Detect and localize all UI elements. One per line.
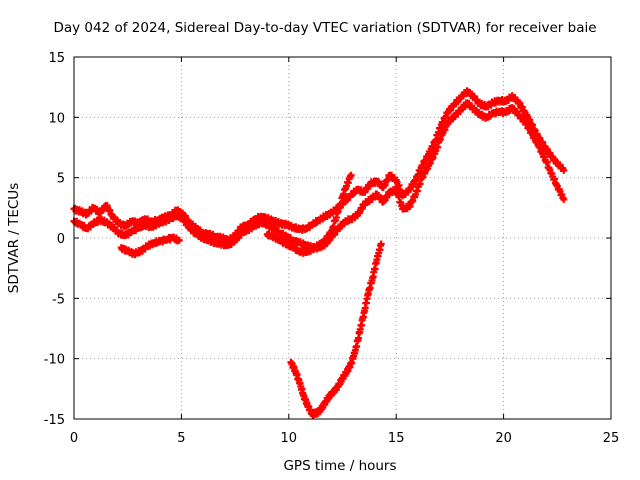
- data-point: [560, 195, 568, 203]
- data-point: [175, 236, 183, 244]
- series-track-d: [263, 171, 355, 257]
- series-track-c: [117, 233, 183, 259]
- axis-ticks: 0 5 10 15 20 25 -15 -10 -5 0 5 10 15: [44, 51, 620, 446]
- series-track-e: [287, 240, 385, 419]
- y-tick-label: 5: [57, 172, 65, 187]
- series-track-b: [70, 99, 568, 253]
- x-tick-label: 20: [495, 431, 512, 446]
- y-axis-label: SDTVAR / TECUs: [6, 183, 22, 293]
- x-tick-label: 0: [70, 431, 78, 446]
- y-tick-label: -5: [52, 292, 65, 307]
- y-tick-label: 0: [57, 232, 65, 247]
- x-tick-label: 5: [177, 431, 185, 446]
- data-point: [377, 240, 385, 248]
- y-tick-label: -15: [44, 413, 65, 428]
- x-tick-label: 10: [281, 431, 298, 446]
- x-tick-label: 25: [603, 431, 620, 446]
- y-tick-label: 15: [48, 51, 65, 66]
- x-axis-label: GPS time / hours: [283, 458, 396, 474]
- data-point: [347, 171, 355, 179]
- chart-title: Day 042 of 2024, Sidereal Day-to-day VTE…: [53, 20, 596, 36]
- data-point: [560, 166, 568, 174]
- series-track-a: [70, 87, 568, 245]
- y-tick-label: 10: [48, 111, 65, 126]
- x-tick-label: 15: [388, 431, 405, 446]
- y-tick-label: -10: [44, 353, 65, 368]
- data-series: [70, 87, 568, 419]
- gridlines: [74, 57, 611, 419]
